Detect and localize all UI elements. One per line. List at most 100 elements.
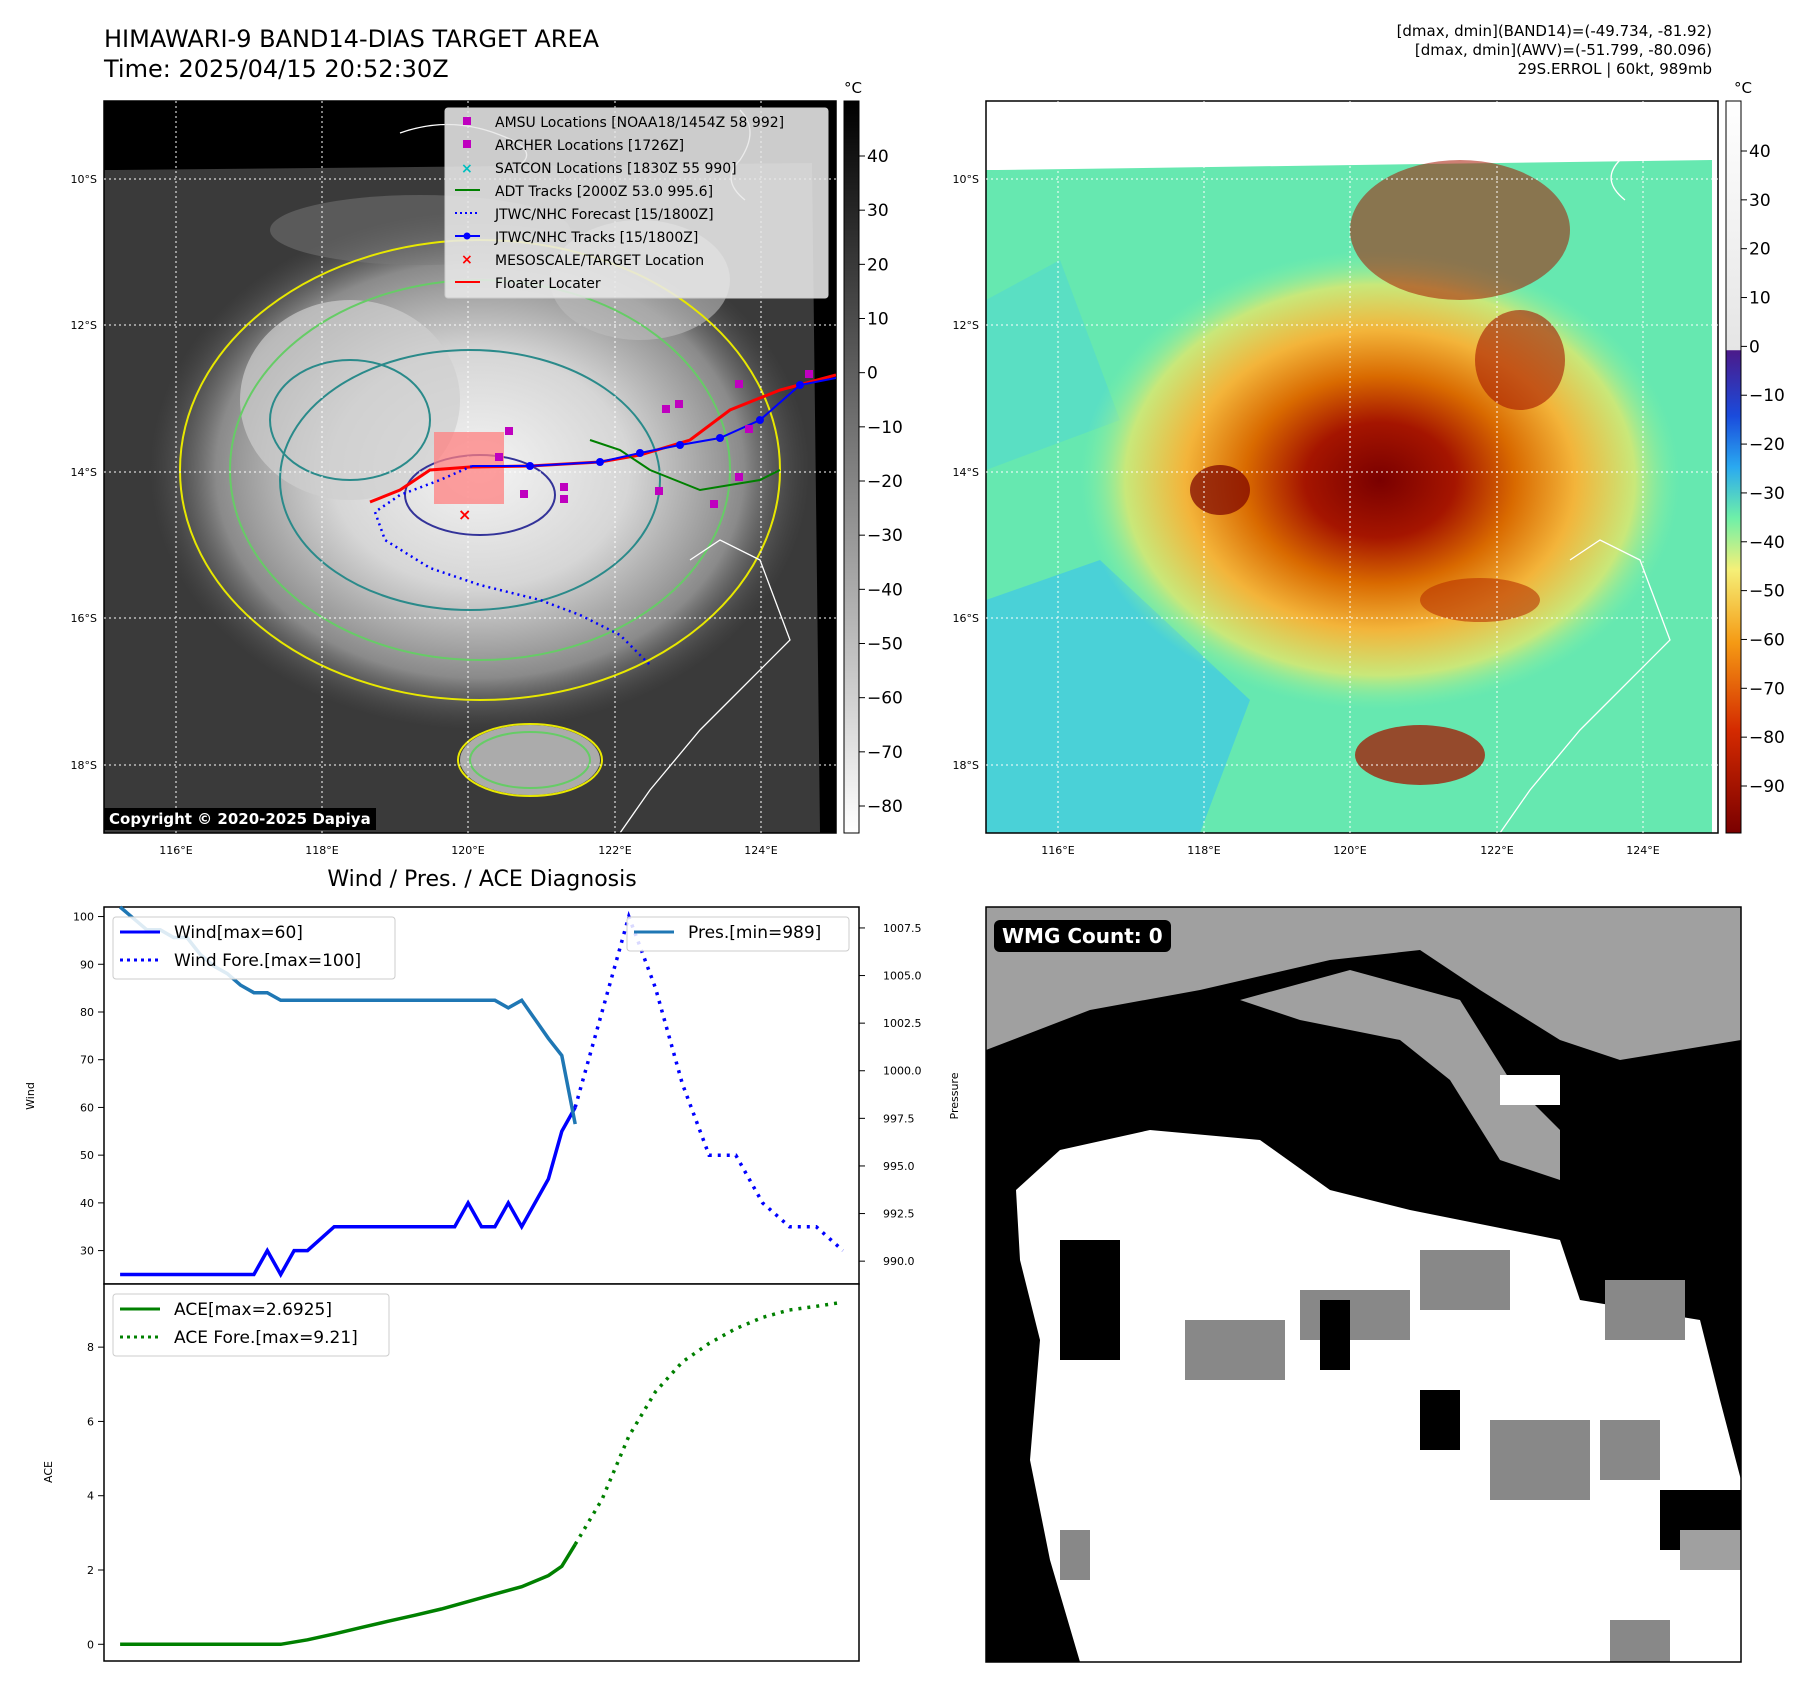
lat-labels-left: 10°S 12°S 14°S 16°S 18°S <box>71 173 97 772</box>
map-legend: × × AMSU Locations [NOAA18/1454Z 58 992]… <box>444 107 829 299</box>
colorbar-tick-label: 10 <box>867 310 889 330</box>
lat-label: 16°S <box>953 612 979 625</box>
wind-pressure-chart: 30 40 50 60 70 80 90 100 990.0 992.5 995.0 997.5 100… <box>73 905 922 1279</box>
colorbar-tick-label: 0 <box>1749 337 1760 357</box>
colorbar-color: °C 40 30 20 10 0 −10 −20 −30 −40 −50 −60 −70 −80 −90 <box>1725 79 1785 834</box>
copyright-label: Copyright © 2020-2025 Dapiya <box>104 808 376 830</box>
map-gridlines-right <box>986 101 1718 833</box>
wind-legend: Wind[max=60] Wind Fore.[max=100] <box>112 916 396 980</box>
legend-adt: ADT Tracks [2000Z 53.0 995.6] <box>495 184 713 200</box>
wind-forecast-line <box>573 910 845 1252</box>
storm-info: [dmax, dmin](BAND14)=(-49.734, -81.92) [… <box>1397 22 1712 79</box>
pressure-tick-label: 995.0 <box>883 1160 915 1173</box>
lon-labels-right: 116°E 118°E 120°E 122°E 124°E <box>1041 844 1659 857</box>
info-line-2: [dmax, dmin](AWV)=(-51.799, -80.096) <box>1414 41 1712 59</box>
lon-label: 116°E <box>1041 844 1074 857</box>
legend-floater: Floater Locater <box>495 276 601 292</box>
colorbar-tick-label: −80 <box>867 797 903 817</box>
colorbar-tick-label: 30 <box>1749 191 1771 211</box>
legend-ace-forecast: ACE Fore.[max=9.21] <box>174 1328 358 1348</box>
adt-track <box>589 439 781 492</box>
lon-label: 122°E <box>598 844 631 857</box>
legend-wind-forecast: Wind Fore.[max=100] <box>174 951 361 971</box>
lon-label: 120°E <box>451 844 484 857</box>
lat-label: 14°S <box>71 466 97 479</box>
colorbar-tick-label: −60 <box>1749 630 1785 650</box>
ace-chart: 0 2 4 6 8 <box>87 1300 844 1651</box>
colorbar-tick-label: 20 <box>867 255 889 275</box>
jtwc-track-points <box>526 381 804 470</box>
ace-line <box>120 1543 577 1647</box>
colorbar-tick-label: 30 <box>867 201 889 221</box>
colorbar-tick-label: −70 <box>1749 679 1785 699</box>
lat-label: 10°S <box>71 173 97 186</box>
wind-tick-label: 60 <box>80 1101 94 1114</box>
lon-label: 116°E <box>159 844 192 857</box>
colorbar-tick-label: −40 <box>1749 533 1785 553</box>
colorbar-tick-label: 40 <box>867 147 889 167</box>
lon-label: 122°E <box>1480 844 1513 857</box>
colorbar-tick-label: −60 <box>867 689 903 709</box>
colorbar-tick-label: −70 <box>867 743 903 763</box>
lat-label: 12°S <box>953 319 979 332</box>
legend-ace: ACE[max=2.6925] <box>174 1300 332 1320</box>
ace-tick-label: 4 <box>87 1490 94 1503</box>
ace-legend: ACE[max=2.6925] ACE Fore.[max=9.21] <box>112 1293 390 1357</box>
target-location-marker: × <box>458 505 471 524</box>
colorbar-tick-label: 10 <box>1749 289 1771 309</box>
colorbar-tick-label: −90 <box>1749 777 1785 797</box>
wind-tick-label: 80 <box>80 1006 94 1019</box>
lat-label: 10°S <box>953 173 979 186</box>
colorbar-tick-label: −40 <box>867 580 903 600</box>
wmg-count-badge: WMG Count: 0 <box>994 920 1171 952</box>
title-line-2: Time: 2025/04/15 20:52:30Z <box>104 55 449 83</box>
colorbar-tick-label: −30 <box>1749 484 1785 504</box>
lon-label: 124°E <box>1626 844 1659 857</box>
wind-tick-label: 50 <box>80 1149 94 1162</box>
wind-tick-label: 40 <box>80 1197 94 1210</box>
wind-tick-label: 100 <box>73 911 94 924</box>
colorbar-tick-label: −50 <box>1749 582 1785 602</box>
colorbar-tick-label: 40 <box>1749 142 1771 162</box>
pres-legend: Pres.[min=989] <box>626 916 850 952</box>
ace-tick-label: 2 <box>87 1564 94 1577</box>
lat-label: 14°S <box>953 466 979 479</box>
legend-satcon: SATCON Locations [1830Z 55 990] <box>495 161 737 177</box>
track-overlays: × <box>369 370 836 666</box>
pressure-tick-label: 1002.5 <box>883 1017 922 1030</box>
colorbar-tick-label: 20 <box>1749 240 1771 260</box>
colorbar-tick-label: −10 <box>867 418 903 438</box>
colorbar-tick-label: −20 <box>1749 435 1785 455</box>
pressure-tick-label: 1007.5 <box>883 922 922 935</box>
legend-target: MESOSCALE/TARGET Location <box>495 253 704 269</box>
colorbar-tick-label: 0 <box>867 364 878 384</box>
wmg-panel <box>985 906 1742 1663</box>
ace-tick-label: 0 <box>87 1638 94 1651</box>
legend-pressure: Pres.[min=989] <box>688 923 821 943</box>
pressure-tick-label: 997.5 <box>883 1112 915 1125</box>
colorbar-unit: °C <box>1734 79 1752 97</box>
legend-jtwc-forecast: JTWC/NHC Forecast [15/1800Z] <box>494 207 714 223</box>
legend-jtwc-tracks: JTWC/NHC Tracks [15/1800Z] <box>494 230 698 246</box>
lat-labels-right: 10°S 12°S 14°S 16°S 18°S <box>953 173 979 772</box>
pressure-axis-label: Pressure <box>948 1072 961 1119</box>
wind-tick-label: 90 <box>80 958 94 971</box>
lat-label: 18°S <box>953 759 979 772</box>
legend-wind: Wind[max=60] <box>174 923 303 943</box>
svg-text:×: × <box>461 252 473 268</box>
pressure-tick-label: 992.5 <box>883 1208 915 1221</box>
colorbar-tick-label: −20 <box>867 472 903 492</box>
lat-label: 16°S <box>71 612 97 625</box>
ace-axis-label: ACE <box>42 1461 55 1483</box>
title-line-1: HIMAWARI-9 BAND14-DIAS TARGET AREA <box>104 25 600 53</box>
info-line-1: [dmax, dmin](BAND14)=(-49.734, -81.92) <box>1396 22 1712 40</box>
colorbar-tick-label: −30 <box>867 526 903 546</box>
amsu-archer-markers <box>495 370 813 508</box>
pressure-tick-label: 1000.0 <box>883 1065 922 1078</box>
colorbar-tick-label: −80 <box>1749 728 1785 748</box>
legend-archer: ARCHER Locations [1726Z] <box>495 138 684 154</box>
colorbar-gray: °C 40 30 20 10 0 −10 −20 −30 −40 −50 −60 −70 −80 <box>843 79 903 834</box>
wind-tick-label: 70 <box>80 1054 94 1067</box>
pressure-tick-label: 1005.0 <box>883 970 922 983</box>
